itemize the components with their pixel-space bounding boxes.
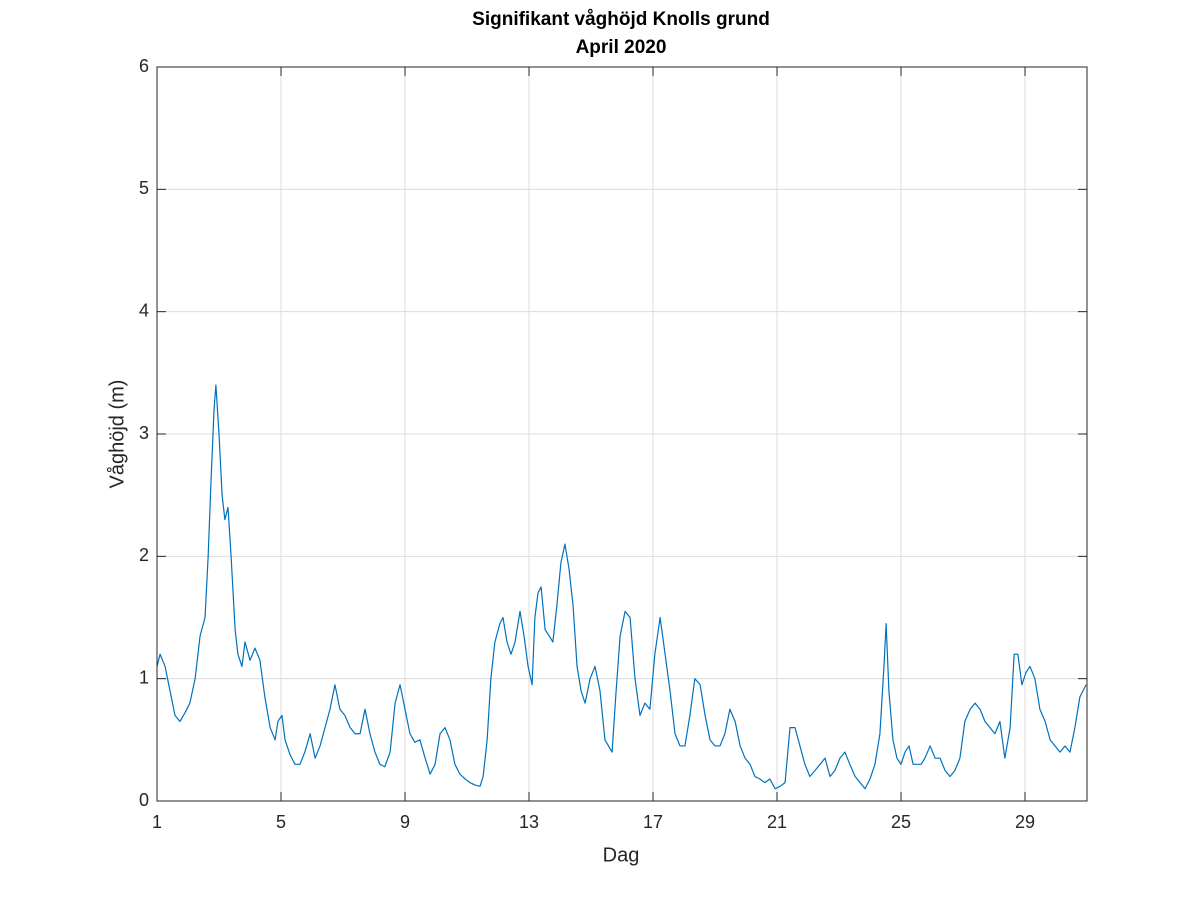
plot-frame bbox=[156, 66, 1088, 802]
y-axis-label: Våghöjd (m) bbox=[106, 380, 128, 489]
x-tick-label: 25 bbox=[891, 812, 911, 832]
x-tick-label: 21 bbox=[767, 812, 787, 832]
y-tick-label: 4 bbox=[139, 300, 149, 320]
x-tick-label: 5 bbox=[276, 812, 286, 832]
y-tick-label: 6 bbox=[139, 56, 149, 76]
data-line bbox=[156, 384, 1087, 790]
x-tick-label: 13 bbox=[519, 812, 539, 832]
x-tick-label: 9 bbox=[400, 812, 410, 832]
x-tick-label: 1 bbox=[152, 812, 162, 832]
chart-subtitle: April 2020 bbox=[576, 37, 667, 58]
y-tick-label: 1 bbox=[139, 667, 149, 687]
y-tick-label: 3 bbox=[139, 423, 149, 443]
x-tick-label: 17 bbox=[643, 812, 663, 832]
y-tick-label: 2 bbox=[139, 545, 149, 565]
chart-title: Signifikant våghöjd Knolls grund bbox=[472, 9, 770, 30]
y-tick-label: 5 bbox=[139, 178, 149, 198]
x-axis-label: Dag bbox=[603, 844, 640, 866]
y-tick-label: 0 bbox=[139, 790, 149, 810]
x-tick-label: 29 bbox=[1015, 812, 1035, 832]
